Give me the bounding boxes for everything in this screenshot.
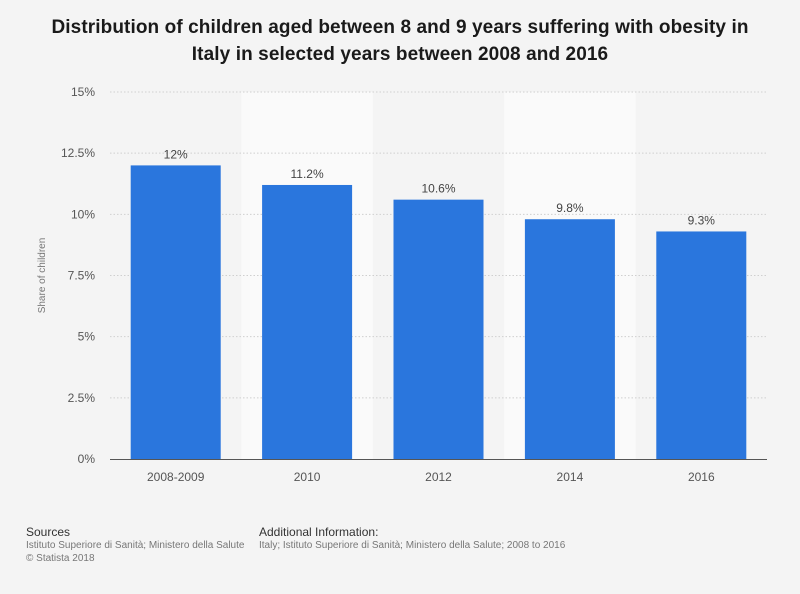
x-tick-label: 2008-2009 (147, 470, 205, 484)
x-tick-label: 2012 (425, 470, 452, 484)
bar (262, 184, 353, 459)
sources-text: Istituto Superiore di Sanità; Ministero … (26, 540, 245, 551)
y-axis-label: Share of children (37, 238, 48, 314)
bar (656, 231, 747, 459)
chart-title: Distribution of children aged between 8 … (51, 17, 749, 65)
y-tick-label: 12.5% (61, 146, 95, 160)
data-label: 12% (164, 147, 188, 161)
bar-chart: 0% 2.5% 5% 7.5% 10% 12.5% 15% 12% 2008-2009 11.2%… (37, 85, 767, 484)
y-tick-label: 0% (78, 452, 96, 466)
sources-heading[interactable]: Sources (26, 525, 71, 539)
data-label: 11.2% (291, 167, 324, 181)
y-tick-label: 10% (71, 207, 95, 221)
data-label: 10.6% (421, 182, 455, 196)
y-tick-label: 7.5% (68, 269, 96, 283)
data-label: 9.8% (556, 201, 584, 215)
bar (130, 165, 221, 459)
x-tick-label: 2010 (294, 470, 321, 484)
x-tick-label: 2016 (688, 470, 715, 484)
sources-block: Sources Istituto Superiore di Sanità; Mi… (26, 525, 246, 565)
bar (393, 199, 484, 460)
bar (524, 219, 615, 459)
additional-info-block: Additional Information: Italy; Istituto … (259, 525, 679, 553)
y-tick-label: 5% (78, 330, 96, 344)
data-label: 9.3% (688, 213, 716, 227)
y-tick-label: 15% (71, 85, 95, 99)
additional-info-text: Italy; Istituto Superiore di Sanità; Min… (259, 540, 566, 551)
copyright: © Statista 2018 (26, 552, 95, 564)
additional-info-heading[interactable]: Additional Information: (259, 525, 379, 539)
y-tick-label: 2.5% (68, 391, 96, 405)
x-tick-label: 2014 (557, 470, 584, 484)
